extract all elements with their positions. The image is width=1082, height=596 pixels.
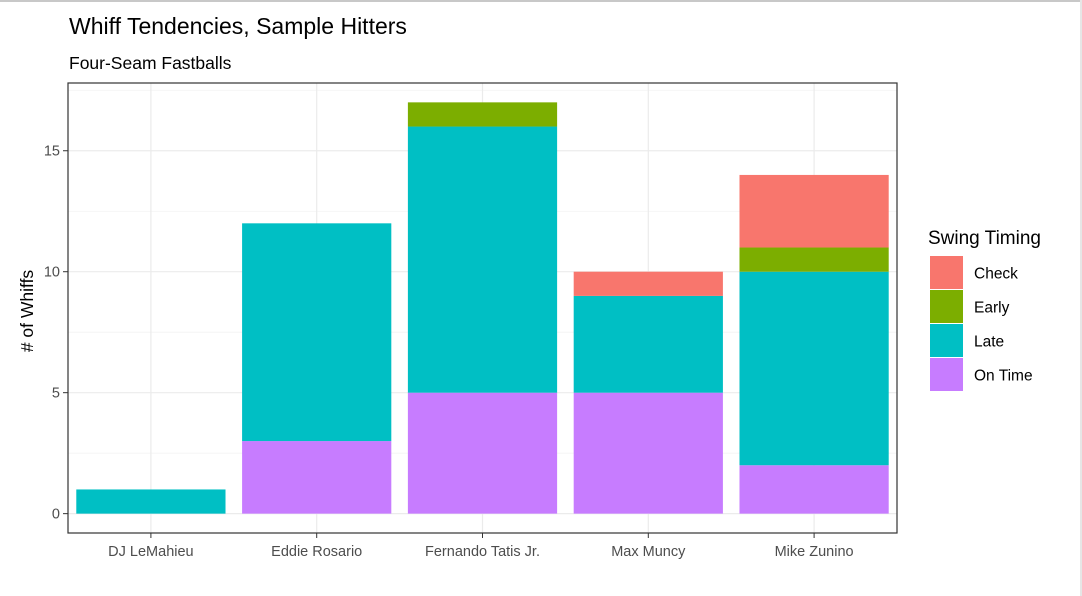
top-border [0, 0, 1082, 2]
x-tick-label: DJ LeMahieu [108, 544, 193, 560]
y-tick-label: 0 [52, 507, 60, 523]
bar-early [407, 102, 558, 127]
chart-subtitle: Four-Seam Fastballs [69, 53, 232, 73]
bar-on-time [407, 392, 558, 514]
legend-label: Check [974, 266, 1018, 283]
legend-key [930, 324, 963, 357]
legend-key [930, 256, 963, 289]
bar-late [407, 126, 558, 393]
bar-early [739, 247, 889, 272]
bar-on-time [242, 441, 392, 514]
bar-on-time [739, 465, 889, 514]
bar-on-time [573, 392, 723, 514]
x-tick-label: Mike Zunino [775, 544, 854, 560]
x-tick-label: Eddie Rosario [271, 544, 362, 560]
y-tick-label: 10 [44, 265, 60, 281]
chart-title: Whiff Tendencies, Sample Hitters [69, 13, 407, 39]
bar-late [242, 223, 392, 442]
legend-key [930, 358, 963, 391]
bar-check [739, 174, 889, 248]
y-tick-label: 5 [52, 386, 60, 402]
legend-key [930, 290, 963, 323]
y-axis-label: # of Whiffs [17, 270, 37, 353]
bar-late [739, 271, 889, 466]
y-tick-label: 15 [44, 144, 60, 160]
legend-label: Early [974, 300, 1010, 317]
legend-label: On Time [974, 368, 1033, 385]
x-tick-label: Max Muncy [611, 544, 686, 560]
legend-label: Late [974, 334, 1004, 351]
right-border [1080, 0, 1082, 596]
bar-late [573, 295, 723, 393]
bar-late [76, 489, 226, 514]
x-tick-label: Fernando Tatis Jr. [425, 544, 540, 560]
legend-title: Swing Timing [928, 228, 1041, 249]
bar-check [573, 271, 723, 296]
